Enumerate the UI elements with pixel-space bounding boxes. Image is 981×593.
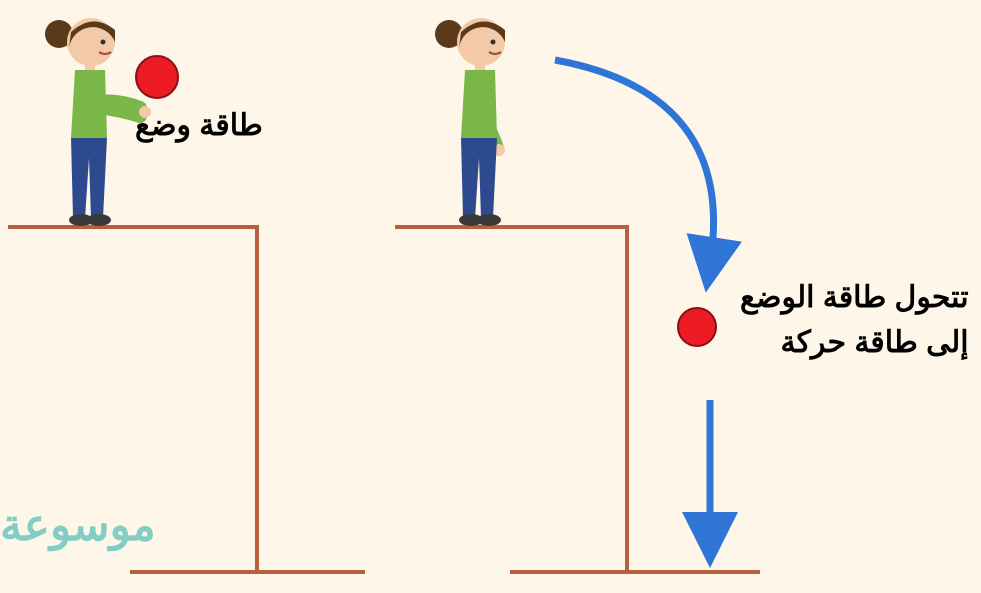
ball-falling bbox=[677, 307, 717, 347]
watermark: موسوعة bbox=[0, 500, 156, 551]
ball-held bbox=[135, 55, 179, 99]
label-line-1: تتحول طاقة الوضع bbox=[740, 275, 969, 320]
left-ground bbox=[130, 570, 365, 574]
curved-arrow bbox=[525, 30, 750, 305]
diagram-canvas: طاقة وضع تتحول طاقة الوضعإلى طاقة حر bbox=[0, 0, 981, 593]
right-ground bbox=[510, 570, 760, 574]
potential-energy-label: طاقة وضع bbox=[135, 108, 263, 143]
down-arrow bbox=[680, 400, 740, 570]
left-platform-side bbox=[255, 225, 259, 570]
label-line-2: إلى طاقة حركة bbox=[740, 320, 969, 365]
energy-conversion-label: تتحول طاقة الوضعإلى طاقة حركة bbox=[740, 275, 969, 365]
